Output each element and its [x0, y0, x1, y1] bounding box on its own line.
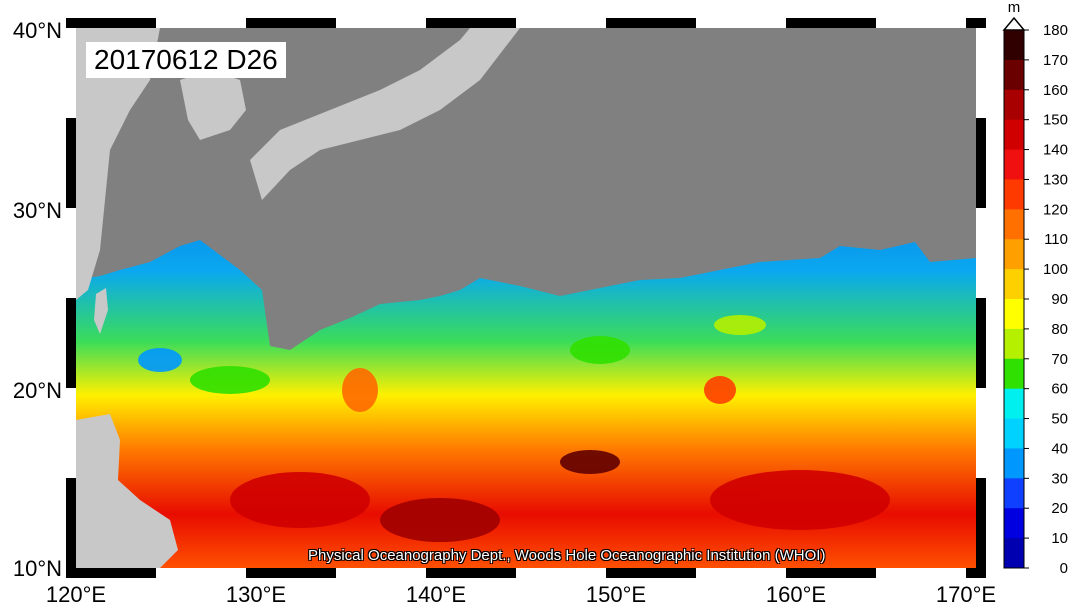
colorbar-swatch — [1004, 358, 1024, 390]
colorbar-level-label: 160 — [1043, 82, 1068, 99]
lat-tick: 30°N — [13, 198, 62, 223]
colorbar-level-label: 20 — [1051, 500, 1068, 517]
colorbar-swatch — [1004, 478, 1024, 509]
colorbar-swatch — [1004, 328, 1024, 360]
land-mask — [76, 28, 976, 350]
lon-tick: 150°E — [586, 582, 646, 606]
colorbar-level-label: 180 — [1043, 22, 1068, 39]
colorbar-arrow — [1002, 16, 1026, 31]
lon-tick: 160°E — [766, 582, 826, 606]
colorbar-swatch — [1004, 149, 1024, 180]
colorbar-swatch — [1004, 448, 1024, 479]
china-land — [76, 28, 160, 300]
colorbar-level-label: 0 — [1060, 560, 1068, 577]
colorbar-swatch — [1004, 89, 1024, 121]
colorbar-labels: 1801701601501401301201101009080706050403… — [1024, 22, 1068, 577]
colorbar-swatch — [1004, 388, 1024, 420]
colorbar: m 18017016015014013012011010090807060504… — [1002, 0, 1068, 577]
colorbar-swatch — [1004, 299, 1024, 330]
date-label: 20170612 D26 — [86, 42, 286, 78]
colorbar-level-label: 70 — [1051, 351, 1068, 368]
colorbar-level-label: 90 — [1051, 291, 1068, 308]
colorbar-level-label: 100 — [1043, 261, 1068, 278]
colorbar-level-label: 60 — [1051, 381, 1068, 398]
lat-tick: 40°N — [13, 18, 62, 43]
lon-tick: 140°E — [406, 582, 466, 606]
colorbar-level-label: 110 — [1044, 231, 1068, 248]
lat-tick: 10°N — [13, 556, 62, 581]
japan-land — [250, 28, 520, 200]
lat-tick-labels: 40°N 30°N 20°N 10°N — [13, 18, 62, 581]
colorbar-swatch — [1004, 30, 1024, 61]
colorbar-swatch — [1004, 179, 1024, 210]
lon-tick: 130°E — [226, 582, 286, 606]
colorbar-swatch — [1004, 59, 1024, 91]
credit-text: Physical Oceanography Dept., Woods Hole … — [308, 547, 826, 564]
colorbar-level-label: 120 — [1043, 201, 1068, 218]
colorbar-level-label: 140 — [1043, 142, 1068, 159]
lon-tick: 170°E — [936, 582, 996, 606]
colorbar-swatch — [1004, 269, 1024, 300]
lon-tick: 120°E — [46, 582, 106, 606]
taiwan-land — [94, 288, 108, 334]
colorbar-swatch — [1004, 119, 1024, 151]
lat-tick: 20°N — [13, 378, 62, 403]
colorbar-level-label: 40 — [1051, 440, 1068, 457]
lon-tick-labels: 120°E 130°E 140°E 150°E 160°E 170°E — [46, 582, 996, 606]
korea-land — [180, 70, 246, 140]
colorbar-level-label: 30 — [1051, 470, 1068, 487]
frame-ticks-top — [66, 18, 986, 578]
colorbar-swatches — [1003, 29, 1025, 569]
colorbar-swatch — [1004, 209, 1024, 240]
colorbar-swatch — [1004, 538, 1024, 569]
colorbar-unit: m — [1008, 0, 1021, 16]
philippines-land — [76, 414, 178, 568]
colorbar-swatch — [1004, 508, 1024, 539]
colorbar-level-label: 130 — [1043, 171, 1068, 188]
colorbar-swatch — [1004, 239, 1024, 270]
colorbar-level-label: 50 — [1051, 411, 1068, 428]
colorbar-level-label: 150 — [1043, 112, 1068, 129]
colorbar-level-label: 10 — [1051, 530, 1068, 547]
colorbar-level-label: 170 — [1043, 52, 1068, 69]
colorbar-swatch — [1004, 418, 1024, 449]
colorbar-level-label: 80 — [1051, 321, 1068, 338]
